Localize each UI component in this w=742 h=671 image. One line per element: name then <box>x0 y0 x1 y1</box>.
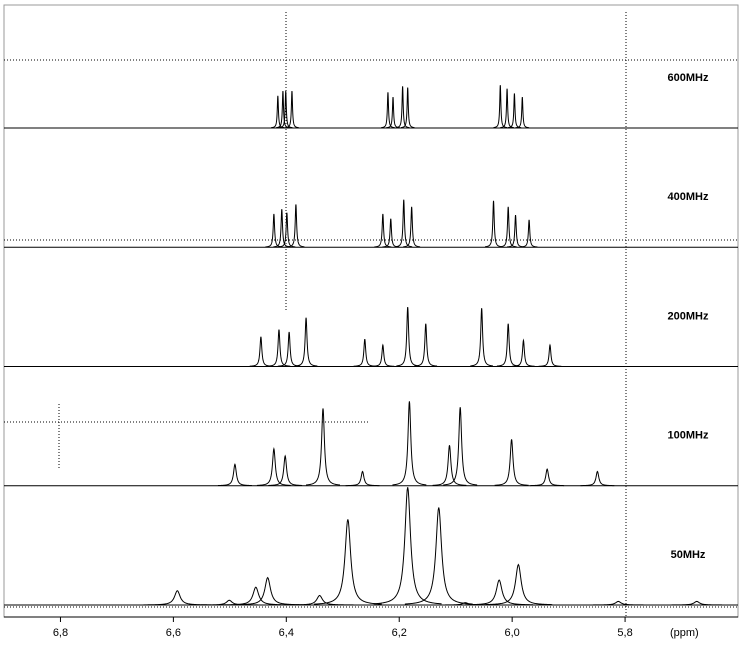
peak <box>414 323 438 367</box>
peak <box>256 447 291 486</box>
x-tick-label: 6,0 <box>505 627 520 639</box>
peak <box>285 91 299 129</box>
peak <box>221 586 290 606</box>
peak <box>278 91 293 129</box>
peak <box>345 470 380 487</box>
peak <box>373 487 442 605</box>
peak <box>520 219 538 248</box>
peak <box>530 468 565 487</box>
peak <box>313 519 382 605</box>
peak <box>494 439 529 486</box>
peak <box>287 204 305 248</box>
x-tick-label: 6,6 <box>166 627 181 639</box>
peak <box>381 92 395 129</box>
peak <box>278 212 296 248</box>
peak <box>538 343 562 367</box>
peak <box>500 88 514 129</box>
x-tick-label: 5,8 <box>617 627 632 639</box>
peak <box>267 329 291 367</box>
peak <box>403 206 421 248</box>
peak <box>306 408 340 486</box>
peak <box>395 199 413 248</box>
plot-frame <box>3 4 739 618</box>
peak <box>404 507 473 605</box>
peak <box>217 463 252 487</box>
peak <box>484 563 553 606</box>
legend-label: 200MHz <box>668 310 709 322</box>
peak <box>432 445 467 486</box>
peak <box>465 579 534 606</box>
peak <box>294 317 318 367</box>
peak <box>443 407 478 486</box>
legend-label: 600MHz <box>668 72 709 84</box>
peak <box>493 85 508 129</box>
peak <box>371 343 395 367</box>
peak <box>374 213 392 248</box>
legend-label: 100MHz <box>668 430 709 442</box>
peak <box>580 470 615 487</box>
peak <box>285 594 354 606</box>
peak <box>392 401 427 486</box>
x-tick-label: 6,8 <box>53 627 68 639</box>
peak <box>499 206 517 248</box>
peak <box>400 87 415 129</box>
x-tick-label: 6,2 <box>392 627 407 639</box>
peak <box>268 454 303 486</box>
peak <box>395 86 410 129</box>
peak <box>584 600 653 606</box>
peak <box>396 306 420 367</box>
peak <box>512 338 535 367</box>
peak <box>271 95 285 129</box>
x-tick-label: 6,4 <box>279 627 294 639</box>
legend-label: 50MHz <box>671 549 706 561</box>
peak <box>470 308 494 367</box>
peak <box>195 599 264 606</box>
x-axis-label: (ppm) <box>670 627 699 639</box>
peak <box>515 96 530 129</box>
peak <box>662 600 731 606</box>
peak <box>484 200 503 248</box>
legend-label: 400MHz <box>668 191 709 203</box>
